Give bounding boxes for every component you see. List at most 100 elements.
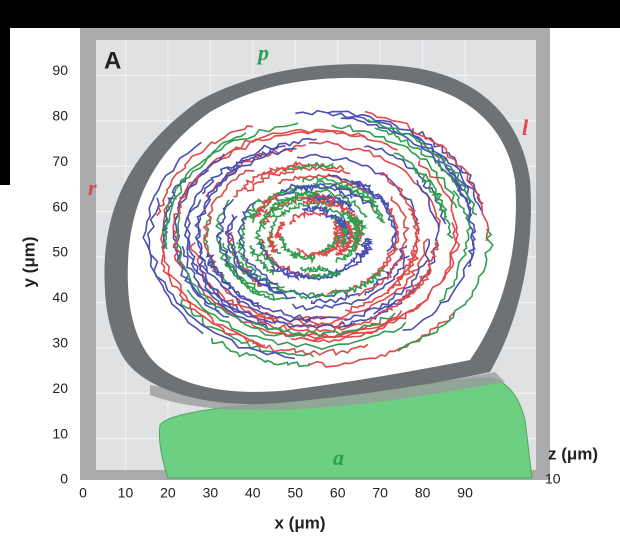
z-axis-label: z (μm): [548, 444, 598, 463]
z-tick-label: 10: [545, 471, 561, 487]
trajectory: [277, 173, 366, 192]
x-tick-label: 20: [160, 485, 176, 501]
trajectory: [215, 198, 242, 280]
trajectory: [308, 311, 455, 368]
trajectory: [397, 228, 494, 352]
trajectory: [302, 204, 329, 213]
trajectory: [194, 164, 241, 273]
trajectory: [302, 196, 348, 214]
trajectory: [142, 141, 204, 335]
y-tick-label: 90: [52, 62, 68, 78]
trajectory: [344, 249, 420, 313]
black-strip: [0, 0, 10, 185]
x-axis-label: x (μm): [274, 513, 325, 532]
trajectory: [186, 289, 407, 351]
trajectory: [233, 160, 299, 198]
y-tick-label: 70: [52, 153, 68, 169]
trajectory: [320, 235, 341, 253]
trajectory: [328, 174, 399, 253]
trajectory: [309, 271, 341, 280]
y-tick-label: 50: [52, 244, 68, 260]
y-axis-label: y (μm): [19, 236, 38, 287]
trajectory: [340, 117, 468, 203]
x-tick-label: 70: [372, 485, 388, 501]
x-tick-label: 10: [118, 485, 134, 501]
trajectory: [393, 152, 454, 239]
y-tick-label: 60: [52, 198, 68, 214]
trajectory: [345, 268, 386, 294]
trajectory: [331, 124, 458, 209]
trajectory: [255, 315, 377, 335]
trajectory: [332, 182, 386, 224]
y-tick-label: 20: [52, 380, 68, 396]
trajectory: [161, 177, 188, 250]
trajectory: [292, 251, 316, 265]
trajectory: [344, 238, 431, 322]
y-tick-label: 0: [60, 471, 68, 487]
trajectory: [350, 179, 398, 252]
trajectory: [224, 215, 284, 295]
trajectory: [275, 287, 347, 300]
trajectory: [332, 226, 342, 243]
trajectory: [199, 255, 312, 324]
trajectory: [237, 201, 279, 285]
y-tick-label: 30: [52, 335, 68, 351]
trajectory: [336, 221, 356, 256]
annotation-l: l: [522, 115, 529, 140]
trajectory: [395, 207, 420, 280]
annotation-p: p: [256, 40, 269, 65]
trajectory: [279, 182, 373, 207]
trajectory: [266, 230, 279, 253]
trajectory: [357, 196, 410, 297]
trajectory: [396, 239, 439, 303]
trajectory: [278, 235, 301, 259]
trajectory: [163, 122, 299, 250]
trajectory: [366, 207, 400, 285]
trajectory: [354, 215, 368, 236]
trajectory: [417, 160, 461, 281]
x-tick-label: 40: [245, 485, 261, 501]
trajectory: [308, 140, 441, 229]
trajectory: [210, 337, 311, 368]
annotation-a: a: [333, 445, 344, 470]
trajectory: [357, 237, 374, 259]
trajectory: [327, 110, 483, 211]
trajectory: [377, 269, 432, 314]
trajectory: [180, 299, 315, 358]
trajectory: [172, 173, 201, 269]
trajectory: [364, 245, 407, 296]
trajectory: [146, 197, 296, 360]
trajectory: [310, 291, 360, 305]
x-tick-label: 80: [415, 485, 431, 501]
trajectory: [252, 341, 369, 357]
trajectory: [215, 199, 261, 295]
trajectory: [280, 201, 333, 217]
trajectory: [222, 242, 288, 301]
trajectory: [364, 110, 490, 242]
trajectory: [273, 221, 286, 239]
trajectory: [450, 171, 477, 268]
black-band: [0, 0, 620, 28]
panel-label: A: [104, 47, 121, 74]
trajectory: [253, 208, 276, 267]
trajectory: [299, 263, 329, 274]
trajectory: [181, 245, 273, 330]
trajectory: [337, 227, 350, 249]
trajectory: [367, 119, 478, 216]
trajectory: [281, 161, 334, 172]
cell-interior: [127, 77, 516, 392]
y-tick-label: 40: [52, 289, 68, 305]
trajectory: [212, 128, 398, 165]
trajectory: [413, 166, 448, 219]
trajectory: [270, 265, 300, 282]
trajectory: [205, 144, 306, 201]
trajectory: [295, 188, 368, 218]
trajectory: [321, 210, 347, 231]
trajectory: [156, 125, 254, 217]
trajectory: [374, 127, 459, 189]
trajectory: [160, 245, 266, 347]
trajectory: [250, 312, 396, 338]
trajectory: [291, 255, 410, 311]
y-tick-label: 10: [52, 425, 68, 441]
